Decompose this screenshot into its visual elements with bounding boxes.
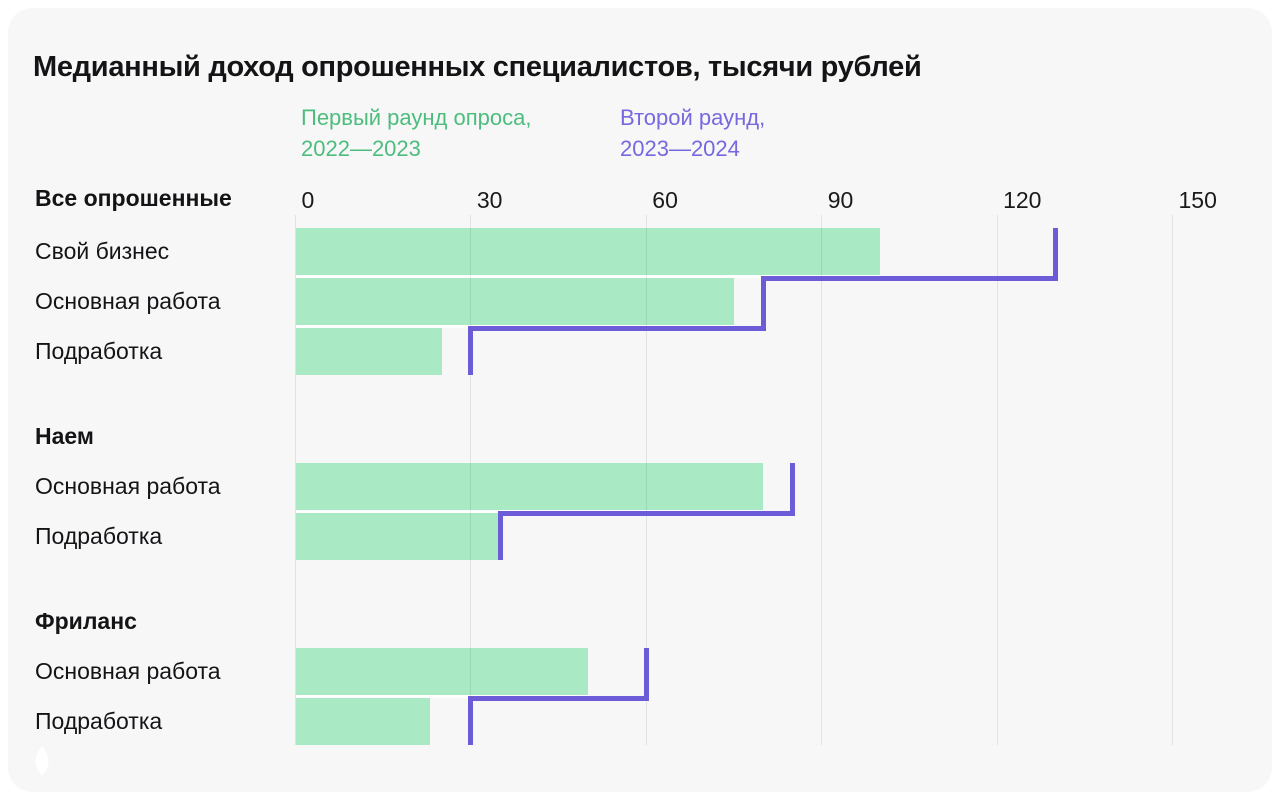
legend-round1-line2: 2022—2023 [301, 136, 421, 161]
step-line-vertical [643, 648, 649, 698]
axis-tick-label: 150 [1178, 187, 1217, 213]
group-header: Наем [35, 423, 94, 449]
gridline [295, 215, 296, 745]
row-label: Основная работа [35, 473, 221, 499]
group-header: Фриланс [35, 608, 137, 634]
legend-round2-line2: 2023—2024 [620, 136, 740, 161]
legend-round2-line1: Второй раунд, [620, 105, 766, 130]
bar-round1 [295, 328, 442, 375]
step-line-vertical [760, 278, 766, 328]
bar-round1 [295, 228, 881, 275]
step-line-horizontal [760, 275, 1059, 281]
step-line-vertical [789, 463, 795, 513]
step-line-horizontal [497, 510, 795, 516]
bar-round1 [295, 513, 501, 560]
gridline [996, 215, 998, 745]
gridline [470, 215, 472, 745]
bar-gap [295, 695, 588, 698]
legend-round2: Второй раунд, 2023—2024 [620, 102, 880, 164]
axis-tick-label: 120 [1003, 187, 1042, 213]
row-label: Основная работа [35, 288, 221, 314]
bar-round1 [295, 698, 430, 745]
step-line-vertical [1053, 228, 1059, 278]
step-line-vertical [497, 513, 503, 560]
row-label: Основная работа [35, 658, 221, 684]
step-line-vertical [468, 328, 474, 375]
gridline [645, 215, 647, 745]
drop-icon [33, 746, 51, 781]
step-line-vertical [468, 698, 474, 745]
group-header: Все опрошенные [35, 185, 232, 211]
step-line-horizontal [468, 695, 649, 701]
chart-card [8, 8, 1272, 792]
chart-title: Медианный доход опрошенных специалистов,… [33, 51, 922, 84]
bar-round1 [295, 278, 734, 325]
row-label: Подработка [35, 708, 163, 734]
axis-tick-label: 60 [652, 187, 678, 213]
row-label: Подработка [35, 523, 163, 549]
row-label: Подработка [35, 338, 163, 364]
axis-tick-label: 90 [827, 187, 854, 213]
gridline [1172, 215, 1173, 745]
bar-round1 [295, 463, 764, 510]
axis-tick-label: 30 [476, 187, 503, 213]
legend-round1: Первый раунд опроса, 2022—2023 [301, 102, 601, 164]
bar-round1 [295, 648, 588, 695]
gridline [821, 215, 823, 745]
legend-round1-line1: Первый раунд опроса, [301, 105, 532, 130]
step-line-horizontal [468, 325, 766, 331]
bar-gap [295, 275, 881, 278]
row-label: Свой бизнес [35, 238, 170, 264]
axis-tick-label: 0 [301, 187, 315, 213]
